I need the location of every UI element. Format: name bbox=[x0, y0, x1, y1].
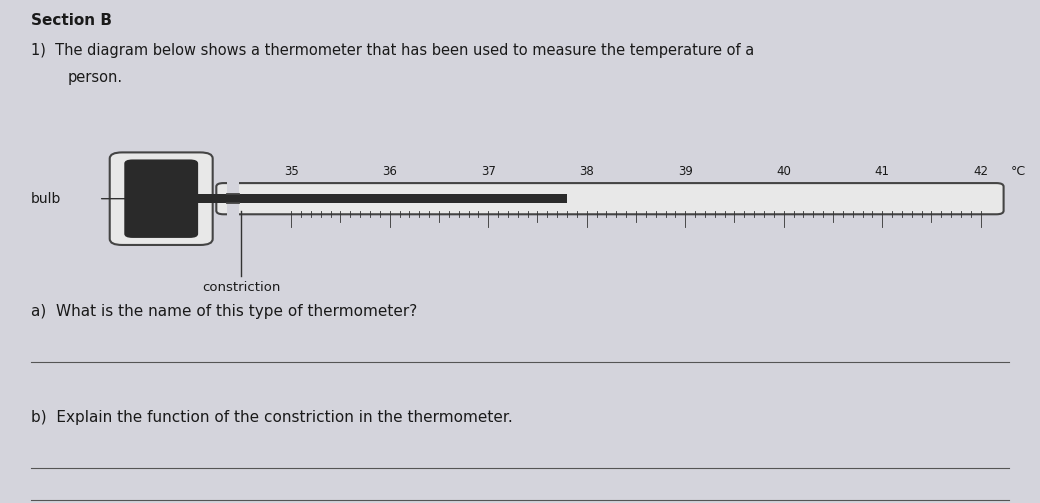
Text: 36: 36 bbox=[383, 164, 397, 178]
Text: bulb: bulb bbox=[31, 192, 61, 206]
FancyBboxPatch shape bbox=[189, 194, 567, 203]
Text: °C: °C bbox=[1011, 164, 1026, 178]
Text: 38: 38 bbox=[579, 164, 594, 178]
FancyBboxPatch shape bbox=[227, 182, 239, 194]
Text: b)  Explain the function of the constriction in the thermometer.: b) Explain the function of the constrict… bbox=[31, 410, 513, 425]
Text: Section B: Section B bbox=[31, 13, 112, 28]
Text: 37: 37 bbox=[480, 164, 496, 178]
FancyBboxPatch shape bbox=[227, 203, 239, 216]
Text: 41: 41 bbox=[875, 164, 889, 178]
Text: constriction: constriction bbox=[202, 281, 281, 294]
Text: person.: person. bbox=[68, 70, 123, 86]
FancyBboxPatch shape bbox=[216, 183, 1004, 214]
Text: 39: 39 bbox=[678, 164, 693, 178]
Text: 42: 42 bbox=[973, 164, 988, 178]
Text: 35: 35 bbox=[284, 164, 298, 178]
FancyBboxPatch shape bbox=[125, 159, 198, 238]
Text: 1)  The diagram below shows a thermometer that has been used to measure the temp: 1) The diagram below shows a thermometer… bbox=[31, 43, 754, 58]
Text: a)  What is the name of this type of thermometer?: a) What is the name of this type of ther… bbox=[31, 304, 417, 319]
Text: 40: 40 bbox=[776, 164, 791, 178]
FancyBboxPatch shape bbox=[110, 152, 213, 245]
